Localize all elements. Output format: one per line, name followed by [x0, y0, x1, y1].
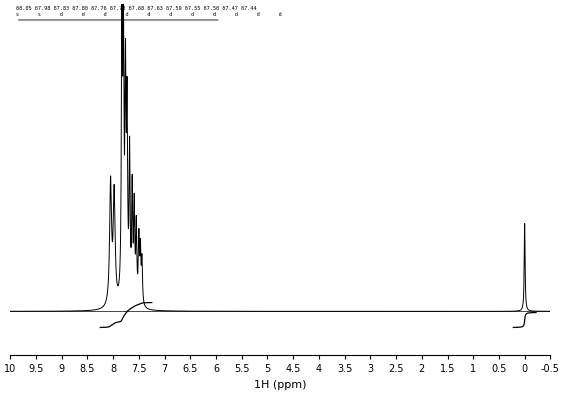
X-axis label: 1H (ppm): 1H (ppm) [254, 380, 307, 390]
Text: δ8.05 δ7.98 δ7.83 δ7.80 δ7.76 δ7.73 δ7.68 δ7.63 δ7.59 δ7.55 δ7.50 δ7.47 δ7.44
s : δ8.05 δ7.98 δ7.83 δ7.80 δ7.76 δ7.73 δ7.6… [16, 6, 290, 17]
